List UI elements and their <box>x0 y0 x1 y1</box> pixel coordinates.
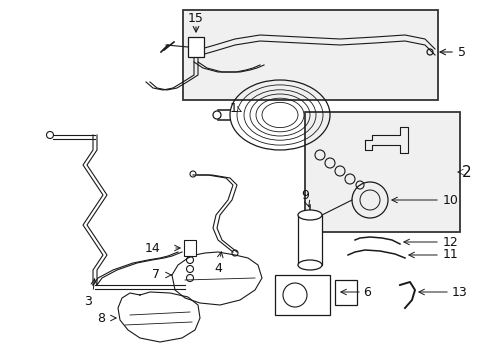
Ellipse shape <box>297 260 321 270</box>
Text: 9: 9 <box>301 189 308 202</box>
Text: 3: 3 <box>84 295 92 308</box>
Bar <box>334 280 356 305</box>
Bar <box>183 10 437 100</box>
Bar <box>305 112 459 232</box>
Bar <box>187 37 203 57</box>
Text: 10: 10 <box>442 194 458 207</box>
Bar <box>183 240 196 256</box>
Text: 6: 6 <box>362 285 370 298</box>
Bar <box>274 275 329 315</box>
Text: 11: 11 <box>442 248 458 261</box>
Text: 4: 4 <box>214 262 222 275</box>
Ellipse shape <box>297 210 321 220</box>
Text: 5: 5 <box>457 45 465 59</box>
Text: 14: 14 <box>144 242 160 255</box>
Text: 7: 7 <box>152 269 160 282</box>
Text: 12: 12 <box>442 235 458 248</box>
Text: 1: 1 <box>229 102 238 114</box>
Bar <box>297 215 321 265</box>
Text: 13: 13 <box>451 285 467 298</box>
Text: 2: 2 <box>461 165 470 180</box>
Text: 8: 8 <box>97 311 105 324</box>
Text: 15: 15 <box>188 12 203 24</box>
